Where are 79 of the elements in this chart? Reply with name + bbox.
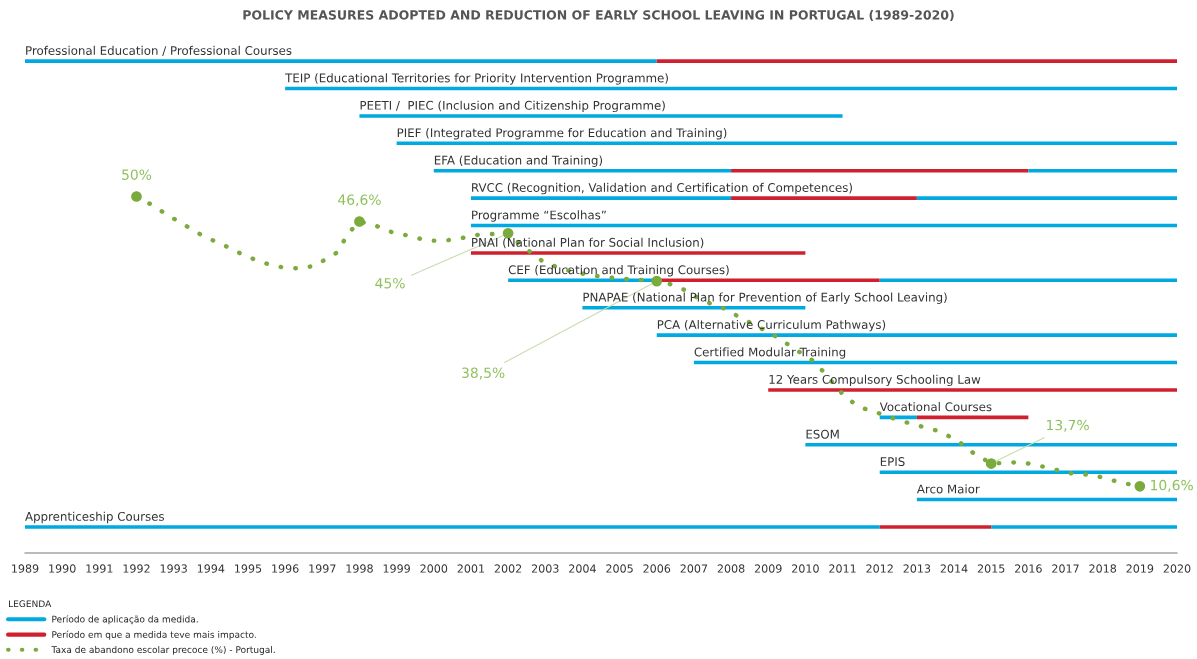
category-label: EFA (Education and Training) [434, 155, 603, 167]
point [985, 458, 997, 469]
x-tick-label: 1991 [86, 564, 113, 573]
x-tick-label: 2001 [457, 564, 485, 573]
x-tick-label: 2015 [977, 564, 1005, 573]
x-tick-label: 2019 [1126, 564, 1154, 573]
bar [656, 59, 1177, 63]
data-label: 38,5% [462, 367, 505, 380]
x-tick-label: 2014 [940, 564, 968, 573]
category-label: PNAI (National Plan for Social Inclusion) [472, 237, 704, 249]
x-tick-label: 2013 [903, 564, 931, 573]
bar [359, 114, 843, 118]
x-tick-label: 2020 [1163, 564, 1191, 573]
x-tick-label: 1996 [272, 564, 299, 573]
x-tick-label: 2017 [1052, 564, 1079, 573]
x-tick-label: 2018 [1089, 564, 1117, 573]
x-tick-label: 1997 [309, 564, 336, 573]
x-tick-label: 2011 [829, 564, 856, 573]
bar [25, 59, 657, 63]
category-label: 12 Years Compulsory Schooling Law [769, 374, 981, 387]
category-label: Programme “Escolhas” [472, 210, 606, 222]
category-label: TEIP (Educational Territories for Priority Intervention Programme) [285, 73, 668, 85]
data-label: 13,7% [1047, 419, 1089, 432]
category-label: ESOM [806, 429, 839, 439]
legend-label: Período de aplicação da medida. [52, 615, 198, 625]
x-tick-label: 2005 [606, 564, 633, 573]
x-tick-label: 1989 [12, 564, 39, 573]
bar [879, 525, 992, 529]
category-label: Vocational Courses [879, 402, 992, 412]
point [131, 191, 142, 202]
bar [916, 196, 1177, 200]
x-tick-label: 1994 [197, 564, 225, 573]
category-label: Arco Maior [916, 484, 980, 494]
x-tick-label: 2003 [531, 564, 559, 573]
bar [25, 525, 880, 529]
bar [582, 305, 806, 310]
bar [731, 196, 917, 200]
data-label: 50% [122, 169, 152, 180]
x-tick-label: 2009 [754, 564, 782, 573]
bar [991, 525, 1177, 529]
x-tick-label: 2010 [792, 564, 819, 573]
legend-label: Taxa de abandono escolar precoce (%) - Portugal. [51, 646, 275, 655]
x-tick-label: 2000 [420, 564, 448, 573]
legend-title: LEGENDA [9, 600, 52, 608]
legend-label: Período em que a medida teve mais impacto. [52, 630, 256, 640]
category-label: RVCC (Recognition, Validation and Certification of Competences) [472, 182, 852, 195]
x-tick-label: 2008 [717, 564, 745, 573]
bar [470, 196, 732, 200]
category-label: PCA (Alternative Curriculum Pathways) [657, 319, 886, 332]
category-label: PEETI / PIEC (Inclusion and Citizenship Programme) [360, 100, 665, 113]
x-tick-label: 2016 [1015, 564, 1042, 573]
data-label: 46,6% [338, 194, 381, 207]
x-tick-label: 2007 [680, 564, 708, 573]
data-label: 10,6% [1151, 479, 1193, 492]
data-label: 45% [375, 277, 405, 289]
x-tick-label: 1995 [235, 564, 262, 573]
x-tick-label: 1998 [346, 564, 373, 573]
bar [879, 470, 1177, 474]
bar [656, 333, 1177, 337]
category-label: Certified Modular Training [694, 347, 846, 359]
bar [768, 388, 1177, 392]
x-tick-label: 1992 [123, 564, 150, 573]
bar [470, 251, 806, 255]
category-label: PNAPAE (National Plan for Prevention of Early School Leaving) [583, 292, 947, 304]
category-label: EPIS [880, 457, 905, 467]
point [1134, 480, 1146, 492]
x-tick-label: 2012 [866, 564, 893, 573]
x-tick-label: 2002 [494, 564, 522, 573]
x-tick-label: 2006 [643, 564, 671, 573]
category-label: Apprenticeship Courses [25, 511, 165, 524]
category-label: Professional Education / Professional Courses [26, 45, 292, 56]
point [354, 216, 365, 227]
category-label: PIEF (Integrated Programme for Education and Training) [397, 128, 727, 140]
x-tick-label: 1993 [160, 564, 187, 573]
x-tick-label: 1999 [383, 564, 410, 573]
x-tick-label: 1990 [49, 564, 76, 573]
bar [805, 442, 1177, 447]
x-tick-label: 2004 [569, 564, 596, 573]
chart-title: POLICY MEASURES ADOPTED AND REDUCTION OF EARLY SCHOOL LEAVING IN PORTUGAL (1989-2020) [243, 9, 954, 22]
